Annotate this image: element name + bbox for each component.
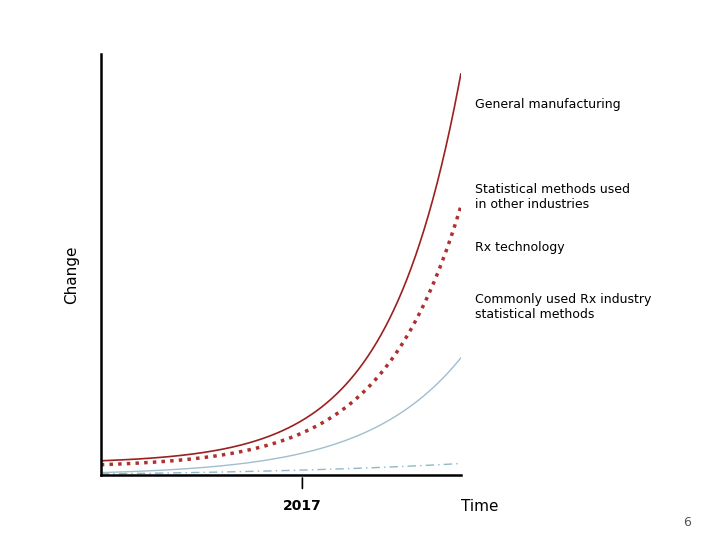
Text: Rx technology: Rx technology [475,241,564,254]
Text: Change: Change [64,245,79,304]
Text: Statistical methods used
in other industries: Statistical methods used in other indust… [475,183,630,211]
Text: Time: Time [461,500,498,514]
Text: Commonly used Rx industry
statistical methods: Commonly used Rx industry statistical me… [475,293,652,321]
Text: 2017: 2017 [283,500,322,513]
Text: 6: 6 [683,516,691,529]
Text: General manufacturing: General manufacturing [475,98,621,111]
